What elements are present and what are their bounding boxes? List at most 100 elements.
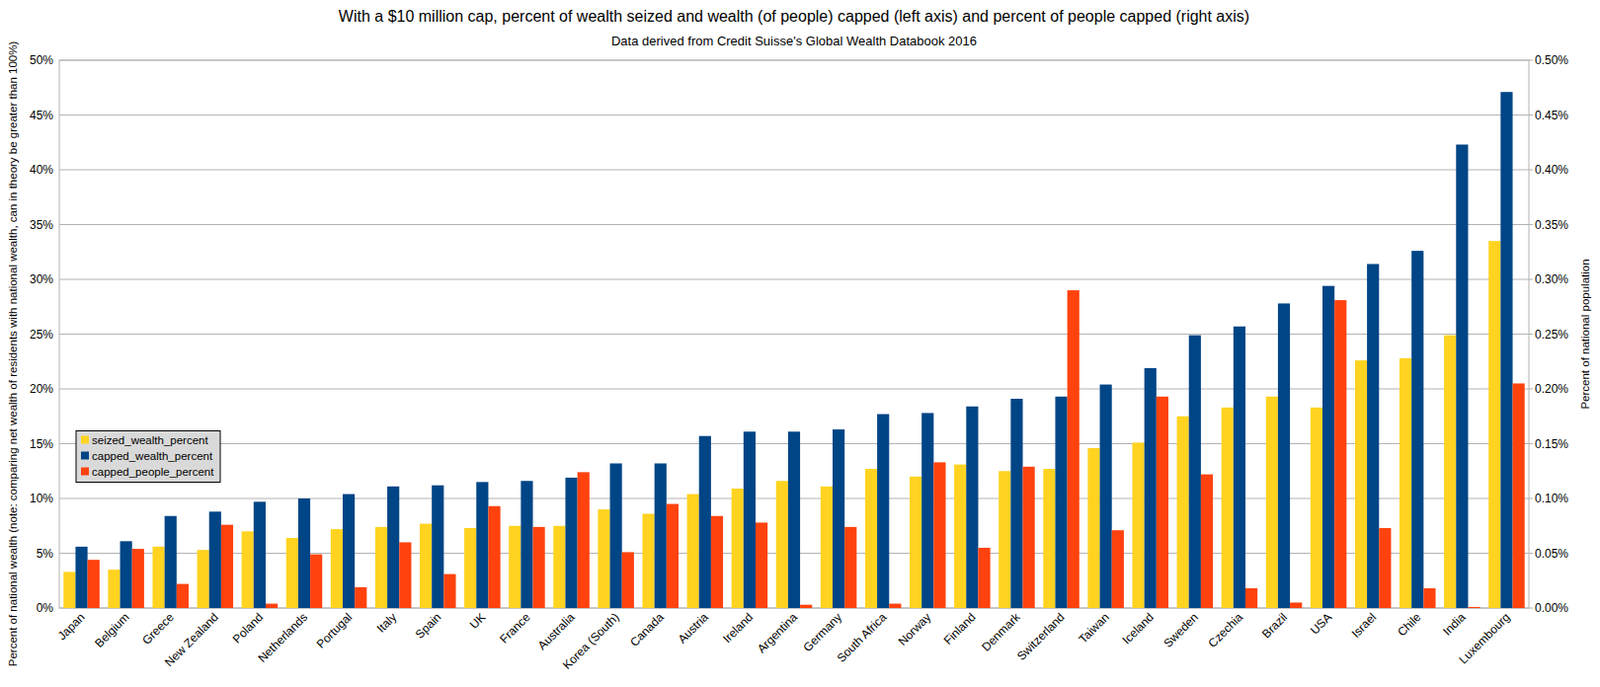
bar xyxy=(641,514,654,609)
plot-frame xyxy=(59,60,1529,609)
bar xyxy=(820,486,833,609)
x-tick-label: Germany xyxy=(800,610,845,655)
legend-swatch xyxy=(80,436,89,445)
bar xyxy=(1042,469,1055,609)
grid-line xyxy=(59,224,1529,226)
x-tick-label: Korea (South) xyxy=(560,610,623,673)
bar xyxy=(1023,467,1036,609)
bar xyxy=(1411,250,1424,609)
bar xyxy=(610,463,623,609)
bar xyxy=(977,548,990,609)
bar xyxy=(954,465,966,609)
bar xyxy=(1310,407,1323,609)
bar xyxy=(1112,530,1124,609)
grid-line xyxy=(59,333,1529,335)
bar xyxy=(564,478,577,609)
y2-tick xyxy=(1528,498,1533,500)
bar xyxy=(844,527,857,609)
bar xyxy=(330,529,343,609)
bar xyxy=(1266,397,1279,609)
bar xyxy=(176,584,189,609)
legend-swatch xyxy=(80,452,89,461)
x-tick-label: Israel xyxy=(1349,610,1380,641)
x-tick-label: Chile xyxy=(1394,610,1424,640)
y2-tick-label: 0.05% xyxy=(1534,547,1569,561)
bar xyxy=(933,462,946,609)
y2-tick xyxy=(1528,553,1533,555)
bar xyxy=(622,552,635,609)
bar xyxy=(1455,144,1468,609)
bar xyxy=(1156,397,1169,609)
y2-tick-label: 0.15% xyxy=(1534,437,1569,452)
x-tick-label: Belgium xyxy=(91,610,133,651)
y2-axis-label: Percent of national population xyxy=(1579,258,1592,409)
bar xyxy=(209,511,222,609)
bar xyxy=(1189,335,1201,609)
x-tick-label: Ireland xyxy=(720,610,756,646)
x-tick-label: India xyxy=(1440,610,1469,640)
bar xyxy=(731,488,744,609)
bar xyxy=(1355,360,1367,609)
legend: seized_wealth_percentcapped_wealth_perce… xyxy=(76,431,221,483)
bar xyxy=(132,549,145,609)
y2-tick xyxy=(1528,389,1533,391)
bar xyxy=(1087,448,1100,609)
x-tick-label: Canada xyxy=(627,610,667,650)
y2-tick-label: 0.50% xyxy=(1534,53,1569,68)
bar xyxy=(120,541,133,609)
y2-tick xyxy=(1528,443,1533,445)
y2-tick-label: 0.20% xyxy=(1534,382,1569,397)
y2-tick xyxy=(1528,60,1533,62)
bars xyxy=(63,91,1524,609)
bar xyxy=(431,485,444,609)
grid-line xyxy=(59,169,1529,171)
x-tick-label: Austria xyxy=(675,610,713,647)
x-tick-label: Finland xyxy=(941,610,979,648)
y2-tick-label: 0.30% xyxy=(1534,272,1569,287)
y-tick-label: 5% xyxy=(36,547,55,561)
x-tick-label: Japan xyxy=(55,610,88,643)
bar xyxy=(375,527,388,609)
x-tick-label: Argentina xyxy=(754,610,800,656)
legend-label: seized_wealth_percent xyxy=(91,434,209,447)
bar xyxy=(63,571,76,609)
bar xyxy=(221,525,234,609)
y2-tick-label: 0.00% xyxy=(1534,601,1569,616)
bar xyxy=(520,480,533,609)
bar xyxy=(1054,397,1067,609)
bar xyxy=(152,547,164,609)
y-tick-label: 10% xyxy=(29,491,54,506)
bar xyxy=(298,498,311,609)
bar xyxy=(1322,286,1335,609)
x-tick-label: Brazil xyxy=(1259,610,1290,641)
x-tick-label: Italy xyxy=(374,610,400,636)
x-tick-label: Taiwan xyxy=(1075,610,1112,646)
x-tick-label: Luxembourg xyxy=(1455,610,1513,667)
bar xyxy=(666,504,679,609)
y2-tick xyxy=(1528,169,1533,171)
y2-tick xyxy=(1528,333,1533,335)
x-tick-label: UK xyxy=(467,610,489,633)
bar xyxy=(487,506,500,609)
y-tick-label: 50% xyxy=(29,53,54,68)
bar xyxy=(1513,383,1525,609)
y2-tick-label: 0.40% xyxy=(1534,162,1569,177)
bar xyxy=(1067,290,1080,609)
y-tick-label: 35% xyxy=(29,218,54,233)
y2-tick-label: 0.25% xyxy=(1534,327,1569,342)
bar xyxy=(387,486,400,609)
chart: With a $10 million cap, percent of wealt… xyxy=(0,0,1600,687)
grid-line xyxy=(59,279,1529,281)
y-tick-label: 45% xyxy=(29,108,54,123)
bar xyxy=(265,604,278,609)
x-tick-label: USA xyxy=(1307,610,1335,638)
bar xyxy=(788,431,800,609)
bar xyxy=(419,524,432,609)
bar xyxy=(533,527,546,609)
bar xyxy=(286,538,299,609)
x-tick-label: Czechia xyxy=(1204,610,1246,651)
bar xyxy=(577,472,590,609)
bar xyxy=(597,509,610,609)
bar xyxy=(1010,399,1023,609)
bar xyxy=(75,547,87,609)
